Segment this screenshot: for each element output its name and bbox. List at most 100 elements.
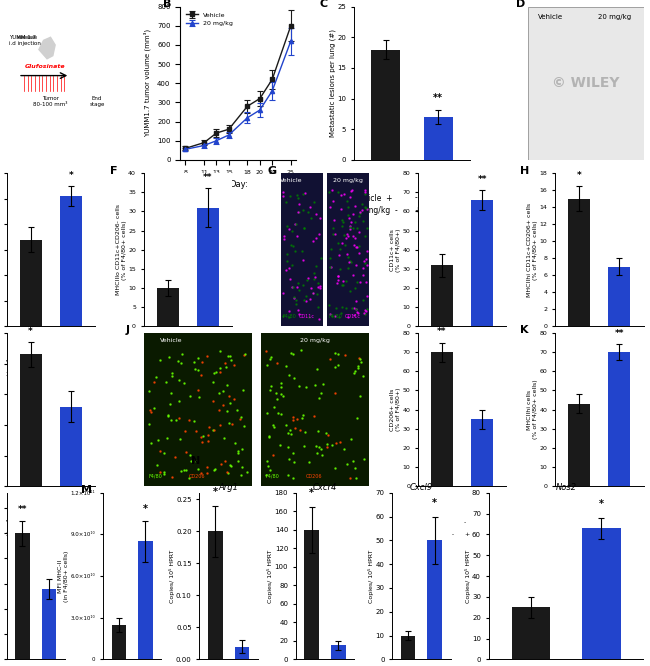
Text: 20 mg/kg  -: 20 mg/kg - [6,372,43,378]
FancyBboxPatch shape [528,7,644,160]
Text: +: + [53,532,58,537]
Y-axis label: Copies/ 10⁵ HPRT: Copies/ 10⁵ HPRT [368,549,374,603]
Y-axis label: CD206+ cells
(% of F4/80+): CD206+ cells (% of F4/80+) [390,388,401,432]
Text: +: + [601,532,606,537]
Text: F4/80: F4/80 [283,314,296,318]
Text: Tumor
80-100 mm³: Tumor 80-100 mm³ [33,97,68,107]
Bar [60,406,82,486]
Text: J: J [125,326,129,336]
Text: *: * [309,488,314,498]
Y-axis label: MHCIIhi cells
(% of F4/80+ cells): MHCIIhi cells (% of F4/80+ cells) [527,380,538,440]
Text: -: - [53,520,55,525]
Text: © WILEY: © WILEY [552,76,619,91]
Text: -: - [190,360,192,365]
Text: Vehicle: Vehicle [280,178,303,182]
Y-axis label: CD11c+ cells
(% of F4/80+): CD11c+ cells (% of F4/80+) [390,228,401,272]
Text: *: * [68,170,73,180]
Bar [401,635,415,659]
Bar [112,625,126,659]
Text: F4/80: F4/80 [148,474,162,478]
Text: *: * [577,170,582,180]
Text: **: ** [615,330,624,338]
Text: **: ** [203,173,213,182]
Title: Cxcl9: Cxcl9 [410,483,433,492]
Y-axis label: MFI MHC-II
(in F4/80+ cells): MFI MHC-II (in F4/80+ cells) [58,550,69,602]
FancyBboxPatch shape [327,173,369,326]
Bar [471,419,493,486]
Text: 20 mg/kg: 20 mg/kg [333,178,363,182]
Text: M: M [81,485,92,495]
Text: Vehicle: Vehicle [538,14,564,21]
Text: C: C [319,0,328,9]
Text: End
stage: End stage [89,97,105,107]
Legend: Vehicle, 20 mg/kg: Vehicle, 20 mg/kg [183,10,236,29]
Bar [428,540,442,659]
Title: Cxcr4: Cxcr4 [313,483,337,492]
Bar [304,530,319,659]
Text: B: B [163,0,171,9]
Text: 20 mg/kg: 20 mg/kg [598,14,631,21]
Text: Vehicle  +: Vehicle + [418,360,450,365]
Text: CD11c: CD11c [344,314,361,318]
Bar [512,607,551,659]
Text: D: D [516,0,525,9]
Bar [197,208,219,326]
Text: +: + [190,372,195,378]
Text: Vehicle  +: Vehicle + [6,360,38,365]
Text: CD206: CD206 [306,474,322,478]
Text: **: ** [18,505,27,514]
Text: -: - [464,520,466,525]
Text: -: - [601,520,603,525]
Text: +: + [601,372,606,378]
Bar [331,645,346,659]
Y-axis label: Copies/ 10⁵ HPRT: Copies/ 10⁵ HPRT [465,549,471,603]
Text: **: ** [437,328,447,336]
Y-axis label: YUMM1.7 tumor volume (mm³): YUMM1.7 tumor volume (mm³) [144,29,151,137]
Text: 20 mg/kg  -: 20 mg/kg - [418,532,454,537]
Text: H: H [519,166,529,176]
Bar [608,352,630,486]
Text: K: K [519,326,528,336]
Text: **: ** [478,175,487,184]
Bar [431,352,453,486]
Text: Vehicle  +: Vehicle + [6,520,38,525]
Y-axis label: Copies/ 10⁵ HPRT: Copies/ 10⁵ HPRT [267,549,273,603]
Text: CD206: CD206 [188,474,205,478]
Text: 20 mg/kg  -: 20 mg/kg - [418,372,454,378]
Text: Vehicle  +: Vehicle + [144,360,176,365]
Title: Nos2: Nos2 [556,483,577,492]
Bar [582,528,621,659]
Text: **: ** [433,93,443,103]
Bar [15,533,30,659]
Text: CD11c: CD11c [298,314,315,318]
Text: +: + [464,372,469,378]
Text: +: + [464,532,469,537]
Text: Vehicle  +: Vehicle + [555,360,587,365]
Text: YUMM 1.7
i.d injection: YUMM 1.7 i.d injection [9,35,41,46]
Text: Vehicle  +: Vehicle + [555,520,587,525]
Bar [608,267,630,326]
Bar [20,240,42,326]
Bar [424,117,452,160]
Bar [138,541,153,659]
Bar [431,265,453,326]
Text: F4/80: F4/80 [265,474,280,478]
FancyBboxPatch shape [281,173,323,326]
Text: -: - [464,360,466,365]
Text: *: * [143,504,148,514]
Bar [371,49,400,160]
Text: 20 mg/kg  -: 20 mg/kg - [354,206,398,215]
FancyBboxPatch shape [261,333,369,486]
FancyBboxPatch shape [144,333,252,486]
Text: N: N [190,456,200,466]
X-axis label: Day:: Day: [229,180,248,189]
Text: *: * [432,498,437,508]
Polygon shape [39,37,55,59]
Bar [20,354,42,486]
Text: +: + [53,372,58,378]
Text: 20 mg/kg  -: 20 mg/kg - [144,372,180,378]
Text: F: F [110,166,118,176]
Y-axis label: MHCIIhi CD11c+CD206+ cells
(% of F4/80+ cells): MHCIIhi CD11c+CD206+ cells (% of F4/80+ … [527,202,538,297]
Y-axis label: Metastatic lesions per lung (#): Metastatic lesions per lung (#) [330,29,336,137]
Text: Vehicle  +: Vehicle + [418,520,450,525]
